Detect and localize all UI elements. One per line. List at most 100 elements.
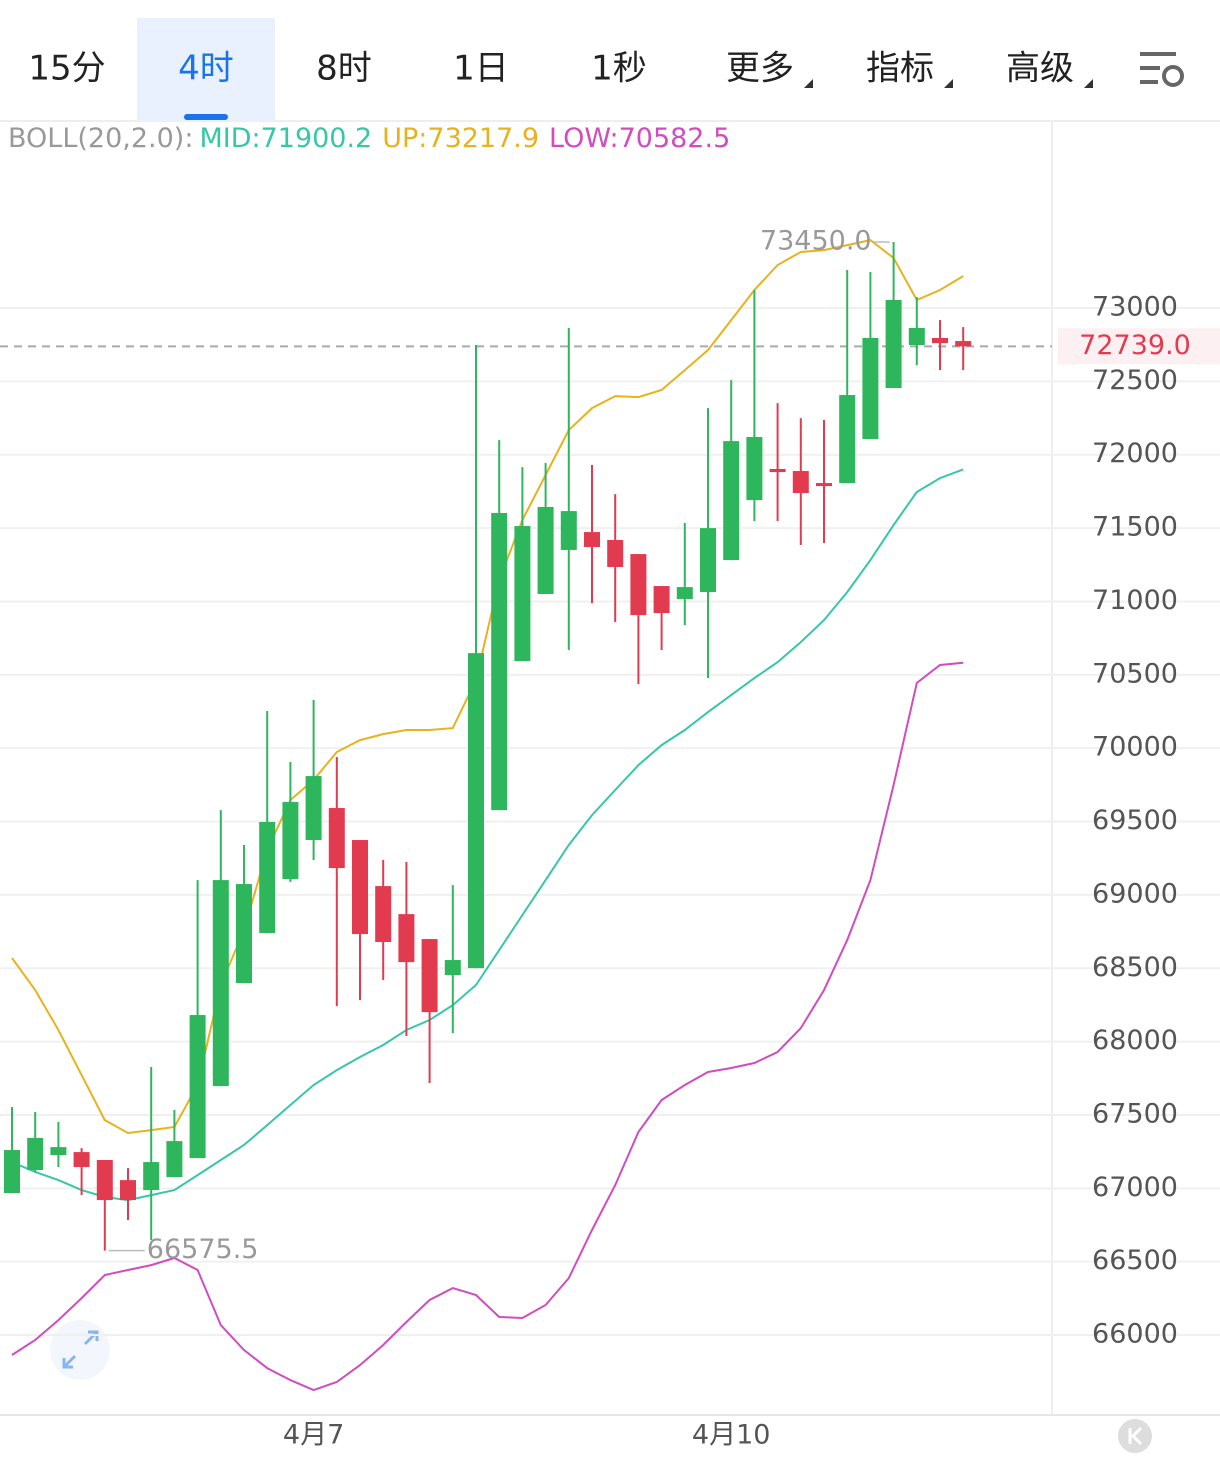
candle-body [816, 483, 832, 487]
candle-body [491, 512, 508, 811]
tab[interactable]: 更多 [726, 49, 794, 89]
candle-body [792, 471, 809, 494]
candle-body [537, 506, 554, 594]
candle-body [352, 840, 368, 935]
tab[interactable]: 1秒 [591, 49, 647, 89]
y-tick-label: 72000 [1092, 438, 1178, 469]
candle [700, 408, 716, 679]
y-tick-label: 67000 [1092, 1172, 1178, 1203]
dropdown-caret [1084, 79, 1093, 88]
y-tick-label: 72500 [1092, 365, 1178, 396]
candle-body [584, 532, 600, 548]
y-tick-label: 69500 [1092, 805, 1178, 836]
expand-icon[interactable] [50, 1320, 110, 1380]
candle [189, 880, 206, 1159]
candle [236, 845, 252, 984]
candle [955, 327, 972, 371]
tab[interactable]: 8时 [316, 49, 372, 89]
candle [421, 939, 438, 1083]
candle [444, 885, 461, 1034]
candle-body [328, 808, 345, 869]
candle [352, 840, 368, 1001]
candle-body [444, 960, 461, 976]
tab[interactable]: 4时 [178, 49, 234, 89]
candle [723, 380, 740, 561]
low-annotation: 66575.5 [147, 1234, 259, 1265]
candle [4, 1107, 20, 1194]
candle [537, 462, 554, 594]
indicator-label: BOLL(20,2.0): [8, 123, 193, 154]
candle [514, 467, 531, 662]
candle-body [96, 1160, 113, 1201]
y-tick-label: 70000 [1092, 732, 1178, 763]
candle [328, 756, 345, 1007]
candle-body [769, 468, 786, 473]
dropdown-caret [944, 79, 953, 88]
candle-body [653, 586, 670, 614]
x-tick-label: 4月10 [692, 1420, 771, 1451]
legend-entry: LOW:70582.5 [549, 123, 730, 154]
candle [932, 320, 948, 371]
tab[interactable]: 指标 [866, 49, 934, 89]
candle-body [259, 821, 276, 934]
active-tab-indicator [184, 114, 228, 120]
candle [839, 270, 856, 484]
legend-entry: UP:73217.9 [382, 123, 539, 154]
y-tick-label: 71500 [1092, 512, 1178, 543]
tab[interactable]: 1日 [453, 49, 509, 89]
y-tick-label: 73000 [1092, 292, 1178, 323]
candle [584, 465, 600, 604]
candle-body [700, 528, 716, 593]
candle [398, 862, 415, 1037]
candle [259, 711, 276, 934]
high-annotation: 73450.0 [760, 226, 872, 257]
candle-body [212, 880, 229, 1087]
candle [120, 1168, 136, 1221]
candle-body [27, 1138, 44, 1170]
tab[interactable]: 15分 [28, 49, 105, 89]
x-tick-label: 4月7 [283, 1420, 344, 1451]
candle-body [676, 587, 693, 599]
candle [375, 859, 392, 980]
candle [282, 761, 299, 882]
candle [143, 1066, 160, 1240]
candle [96, 1160, 113, 1251]
y-tick-label: 66500 [1092, 1245, 1178, 1276]
candle [862, 272, 879, 440]
candle-body [955, 341, 972, 347]
candle [630, 554, 647, 685]
candle-body [723, 441, 740, 561]
candle [166, 1109, 183, 1178]
candle [816, 419, 832, 544]
indicator-legend: BOLL(20,2.0): MID:71900.2 UP:73217.9 LOW:70… [8, 123, 730, 154]
candle-body [839, 395, 856, 484]
candle [885, 242, 902, 388]
candle-body [746, 436, 763, 501]
candle-body [560, 511, 577, 550]
candle [607, 494, 624, 623]
y-tick-label: 66000 [1092, 1319, 1178, 1350]
candle-body [607, 539, 624, 567]
candle-body [189, 1015, 206, 1159]
y-tick-label: 70500 [1092, 658, 1178, 689]
candle [491, 440, 508, 811]
candle [50, 1122, 67, 1168]
candle-body [236, 884, 252, 984]
settings-icon[interactable] [1140, 52, 1184, 87]
candle-body [120, 1180, 136, 1201]
y-tick-label: 68500 [1092, 952, 1178, 983]
candle-body [50, 1147, 67, 1156]
candle-body [862, 337, 879, 440]
candle [908, 297, 925, 366]
candle [746, 289, 763, 522]
scroll-latest-button[interactable] [1118, 1419, 1152, 1453]
tab[interactable]: 高级 [1006, 49, 1074, 89]
candle-body [4, 1150, 20, 1194]
candle [769, 403, 786, 522]
candle-body [908, 327, 925, 346]
candle-body [468, 653, 484, 969]
candle-body [421, 939, 438, 1013]
last-price-bg [1058, 328, 1220, 365]
